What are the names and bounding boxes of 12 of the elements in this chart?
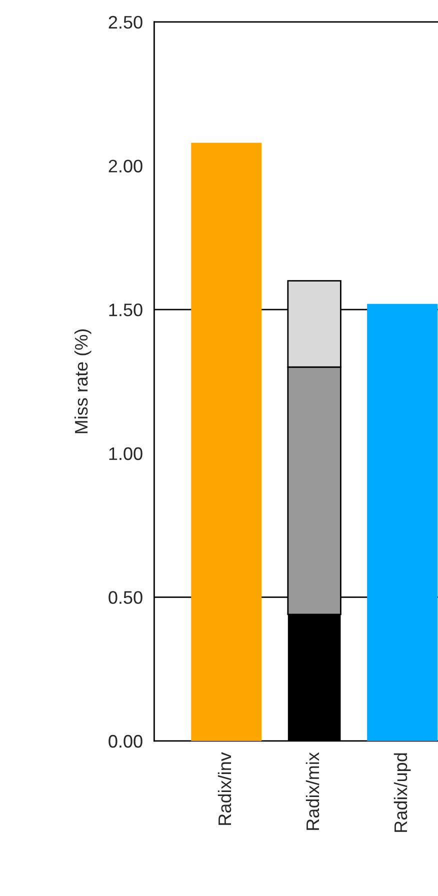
- bar: [367, 304, 438, 741]
- y-tick-label: 0.00: [108, 734, 142, 748]
- x-tick-label: Radix/mix: [306, 752, 320, 830]
- y-tick-label: 2.50: [108, 16, 142, 29]
- y-tick-label: 1.00: [109, 447, 142, 460]
- y-tick-label: 0.50: [108, 591, 142, 604]
- x-tick-label: Radix/upd: [394, 753, 411, 832]
- y-tick-label: 2.00: [108, 160, 142, 172]
- bar: [191, 142, 262, 741]
- x-tick-label: Radix/inv: [218, 752, 232, 825]
- y-axis-title: Miss rate (%): [74, 329, 92, 434]
- y-tick-label: 1.50: [109, 304, 142, 316]
